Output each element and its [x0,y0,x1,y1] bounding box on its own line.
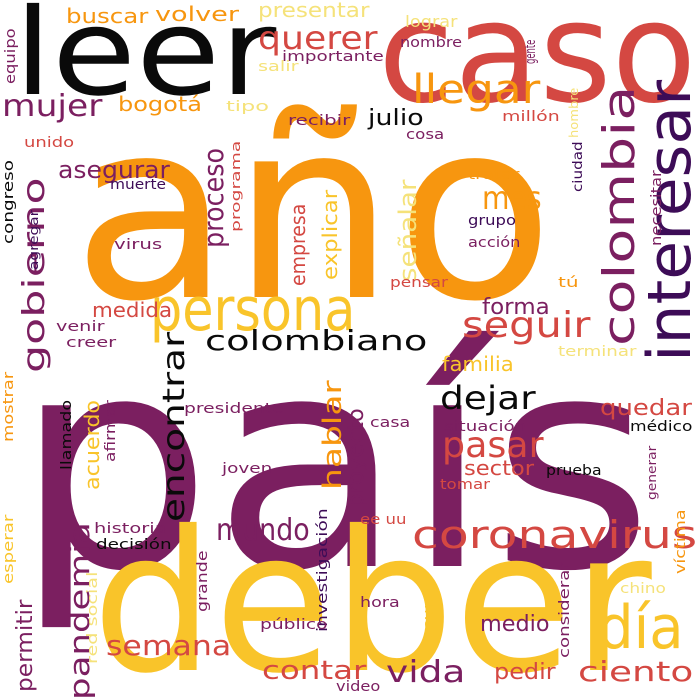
word-quedar: quedar [600,396,692,421]
word-creer: creer [66,335,117,351]
word-victima: víctima [673,509,689,574]
word-gobierno: gobierno [17,177,52,373]
word-congreso: congreso [1,160,17,244]
word-volver: volver [155,2,240,26]
word-medio: medio [480,612,550,637]
word-millon: millón [502,109,560,125]
word-bogota: bogotá [118,92,202,116]
word-medico: médico [630,419,693,435]
word-pedir: pedir [494,660,556,685]
word-agregar: agregar [27,210,41,270]
word-gente: gente [523,39,539,64]
word-investigacion: investigación [315,508,331,632]
word-nombre: nombre [400,35,463,51]
word-pais: país [14,294,654,636]
word-muerte: muerte [110,177,166,193]
word-grupo: grupo [468,213,516,229]
word-seguir: seguir [462,305,591,346]
word-llegar: llegar [412,67,541,113]
word-pensar: pensar [390,275,449,291]
word-red-social: red social [85,571,101,664]
word-acuerdo: acuerdo [80,399,104,490]
word-empresa: empresa [286,203,310,286]
word-importante: importante [282,49,384,65]
word-proyecto: proyecto [344,408,369,508]
word-accion: acción [468,235,521,251]
word-proceso: proceso [197,147,230,248]
word-asegurar: asegurar [58,156,170,184]
word-presentar: presentar [258,0,370,22]
word-situacion: situación [444,419,527,435]
word-afirmar: afirmar [103,400,119,462]
word-programa: programa [229,140,243,232]
word-medida: medida [92,298,173,322]
word-recibir: recibir [288,113,351,129]
word-explicar: explicar [318,189,342,280]
word-grande: grande [195,550,211,612]
word-mundo: mundo [216,513,310,548]
word-joven: joven [222,461,273,477]
word-querer: querer [258,19,378,57]
word-equipo: equipo [3,28,19,84]
word-chino: chino [620,581,666,597]
word-publico: público [260,617,328,633]
word-mostrar: mostrar [1,371,17,442]
word-llamado: llamado [59,399,75,470]
word-ciento: ciento [578,655,694,688]
word-casa: casa [370,415,411,431]
word-video: video [336,679,381,695]
word-tratar: tratar [468,167,520,183]
word-pasar: pasar [442,425,544,466]
word-leer: leer [14,0,277,123]
word-cosa: cosa [406,127,445,143]
word-considerar: considerar [557,562,573,658]
word-hora: hora [360,595,400,611]
word-mes: mes [482,179,542,217]
word-buscar: buscar [66,4,149,28]
word-recurso: recurso [421,581,437,648]
word-ciudad: ciudad [571,141,586,192]
word-vida: vida [386,655,466,690]
word-dia: día [598,593,684,663]
word-tipo: tipo [226,99,269,115]
word-senalar: señalar [394,179,422,282]
word-coronavirus: coronavirus [412,513,698,557]
word-sector: sector [464,456,535,480]
word-dejar: dejar [440,379,536,417]
word-encontrar: encontrar [157,331,192,522]
word-necesitar: necesitar [649,170,665,246]
word-tomar: tomar [440,477,491,493]
word-historia: historia [94,521,167,537]
word-prueba: prueba [546,463,602,479]
word-esperar: esperar [1,514,17,584]
word-tu: tú [558,275,579,291]
word-virus: virus [114,237,163,253]
word-julio: julio [368,106,424,131]
word-unido: unido [24,135,75,151]
word-forma: forma [482,295,550,320]
word-salir: salir [258,59,299,75]
word-colombiano: colombiano [205,324,428,357]
word-persona: persona [150,275,356,345]
word-presidente: presidente [184,401,284,417]
word-familia: familia [442,352,514,376]
word-ano: año [72,68,555,356]
word-lograr: lograr [405,12,458,31]
word-caso: caso [378,0,697,135]
word-hablar: hablar [318,380,348,490]
word-hombre: hombre [567,87,581,138]
word-venir: venir [56,319,105,335]
word-ee-uu: ee uu [360,512,407,528]
word-permitir: permitir [13,599,38,692]
word-mujer: mujer [2,89,103,124]
word-contar: contar [262,656,367,686]
word-generar: generar [645,445,659,500]
word-semana: semana [106,629,232,662]
word-terminar: terminar [558,344,637,360]
word-decision: decisión [96,537,172,553]
word-deber: deber [92,489,652,700]
word-colombia: colombia [594,85,645,347]
